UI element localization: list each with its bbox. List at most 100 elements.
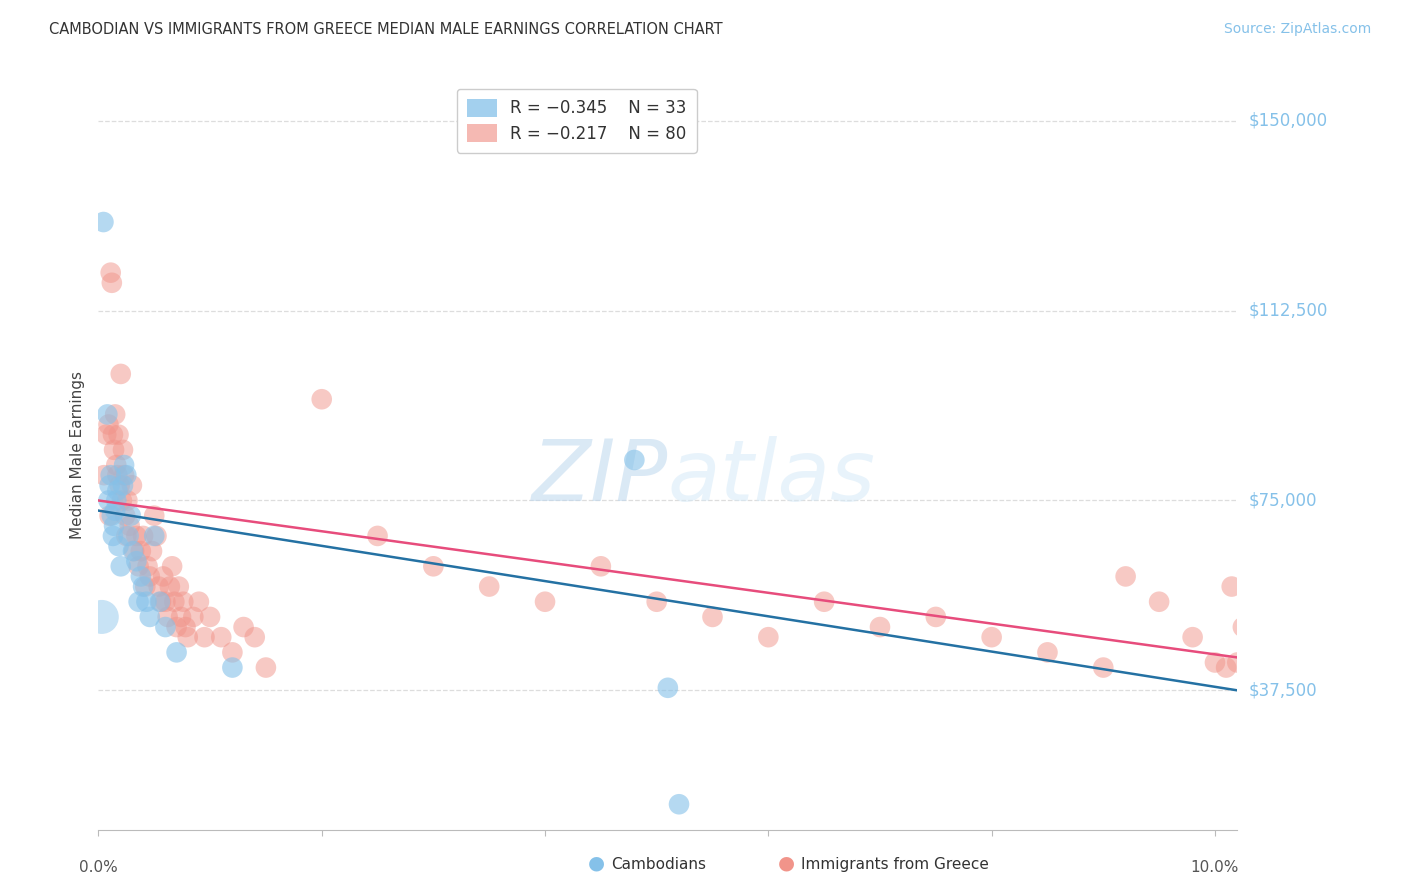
Point [141,544,163,558]
Text: $112,500: $112,500 [1249,301,1327,319]
Point [149,595,172,609]
Text: atlas: atlas [668,436,876,519]
Point [107,539,129,553]
Point [145,529,167,543]
Text: $75,000: $75,000 [1249,491,1317,509]
Point [114,508,136,523]
Point [1147,595,1170,609]
Point [135,595,157,609]
Point [122,544,145,558]
Point [1092,660,1115,674]
Point [193,630,215,644]
Point [117,493,139,508]
Point [111,442,134,457]
Point [139,569,162,583]
Point [97,493,120,508]
Point [589,559,612,574]
Point [367,529,389,543]
Point [702,610,724,624]
Text: 10.0%: 10.0% [1191,860,1239,875]
Point [657,681,679,695]
Point [167,580,190,594]
Point [166,620,188,634]
Point [1215,660,1237,674]
Point [152,569,174,583]
Point [1232,620,1254,634]
Point [813,595,835,609]
Point [149,595,172,609]
Point [243,630,266,644]
Legend: R = −0.345    N = 33, R = −0.217    N = 80: R = −0.345 N = 33, R = −0.217 N = 80 [457,88,696,153]
Point [160,559,183,574]
Point [136,559,159,574]
Point [111,493,134,508]
Text: Source: ZipAtlas.com: Source: ZipAtlas.com [1223,22,1371,37]
Point [105,458,128,472]
Point [187,595,209,609]
Point [623,453,645,467]
Point [166,645,188,659]
Point [756,630,779,644]
Point [159,580,181,594]
Point [155,620,177,634]
Point [132,529,155,543]
Point [134,580,156,594]
Point [668,797,690,812]
Point [1226,656,1249,670]
Point [98,478,121,492]
Point [101,276,124,290]
Text: ●: ● [778,854,794,872]
Point [125,554,148,568]
Point [105,493,128,508]
Point [534,595,557,609]
Point [96,408,118,422]
Point [101,427,124,442]
Point [125,529,148,543]
Point [110,367,132,381]
Point [183,610,205,624]
Point [148,580,170,594]
Point [156,610,179,624]
Point [869,620,891,634]
Text: $37,500: $37,500 [1249,681,1317,699]
Point [90,610,112,624]
Point [172,595,194,609]
Point [198,610,221,624]
Point [1115,569,1137,583]
Point [478,580,501,594]
Point [104,503,127,517]
Point [118,518,141,533]
Point [107,427,129,442]
Text: $150,000: $150,000 [1249,112,1327,129]
Point [155,595,177,609]
Point [128,595,150,609]
Point [117,529,139,543]
Point [96,427,118,442]
Point [121,478,143,492]
Point [170,610,193,624]
Point [645,595,668,609]
Point [112,468,135,483]
Point [107,468,129,483]
Point [97,417,120,432]
Point [112,458,135,472]
Point [221,660,243,674]
Point [132,580,155,594]
Point [98,508,121,523]
Point [177,630,200,644]
Point [925,610,948,624]
Point [101,508,124,523]
Point [100,266,122,280]
Text: 0.0%: 0.0% [79,860,118,875]
Point [129,544,152,558]
Point [221,645,243,659]
Point [163,595,186,609]
Point [93,215,115,229]
Point [129,569,152,583]
Point [107,483,129,498]
Point [108,478,131,492]
Y-axis label: Median Male Earnings: Median Male Earnings [70,371,86,539]
Point [100,468,122,483]
Point [311,392,333,407]
Point [120,508,142,523]
